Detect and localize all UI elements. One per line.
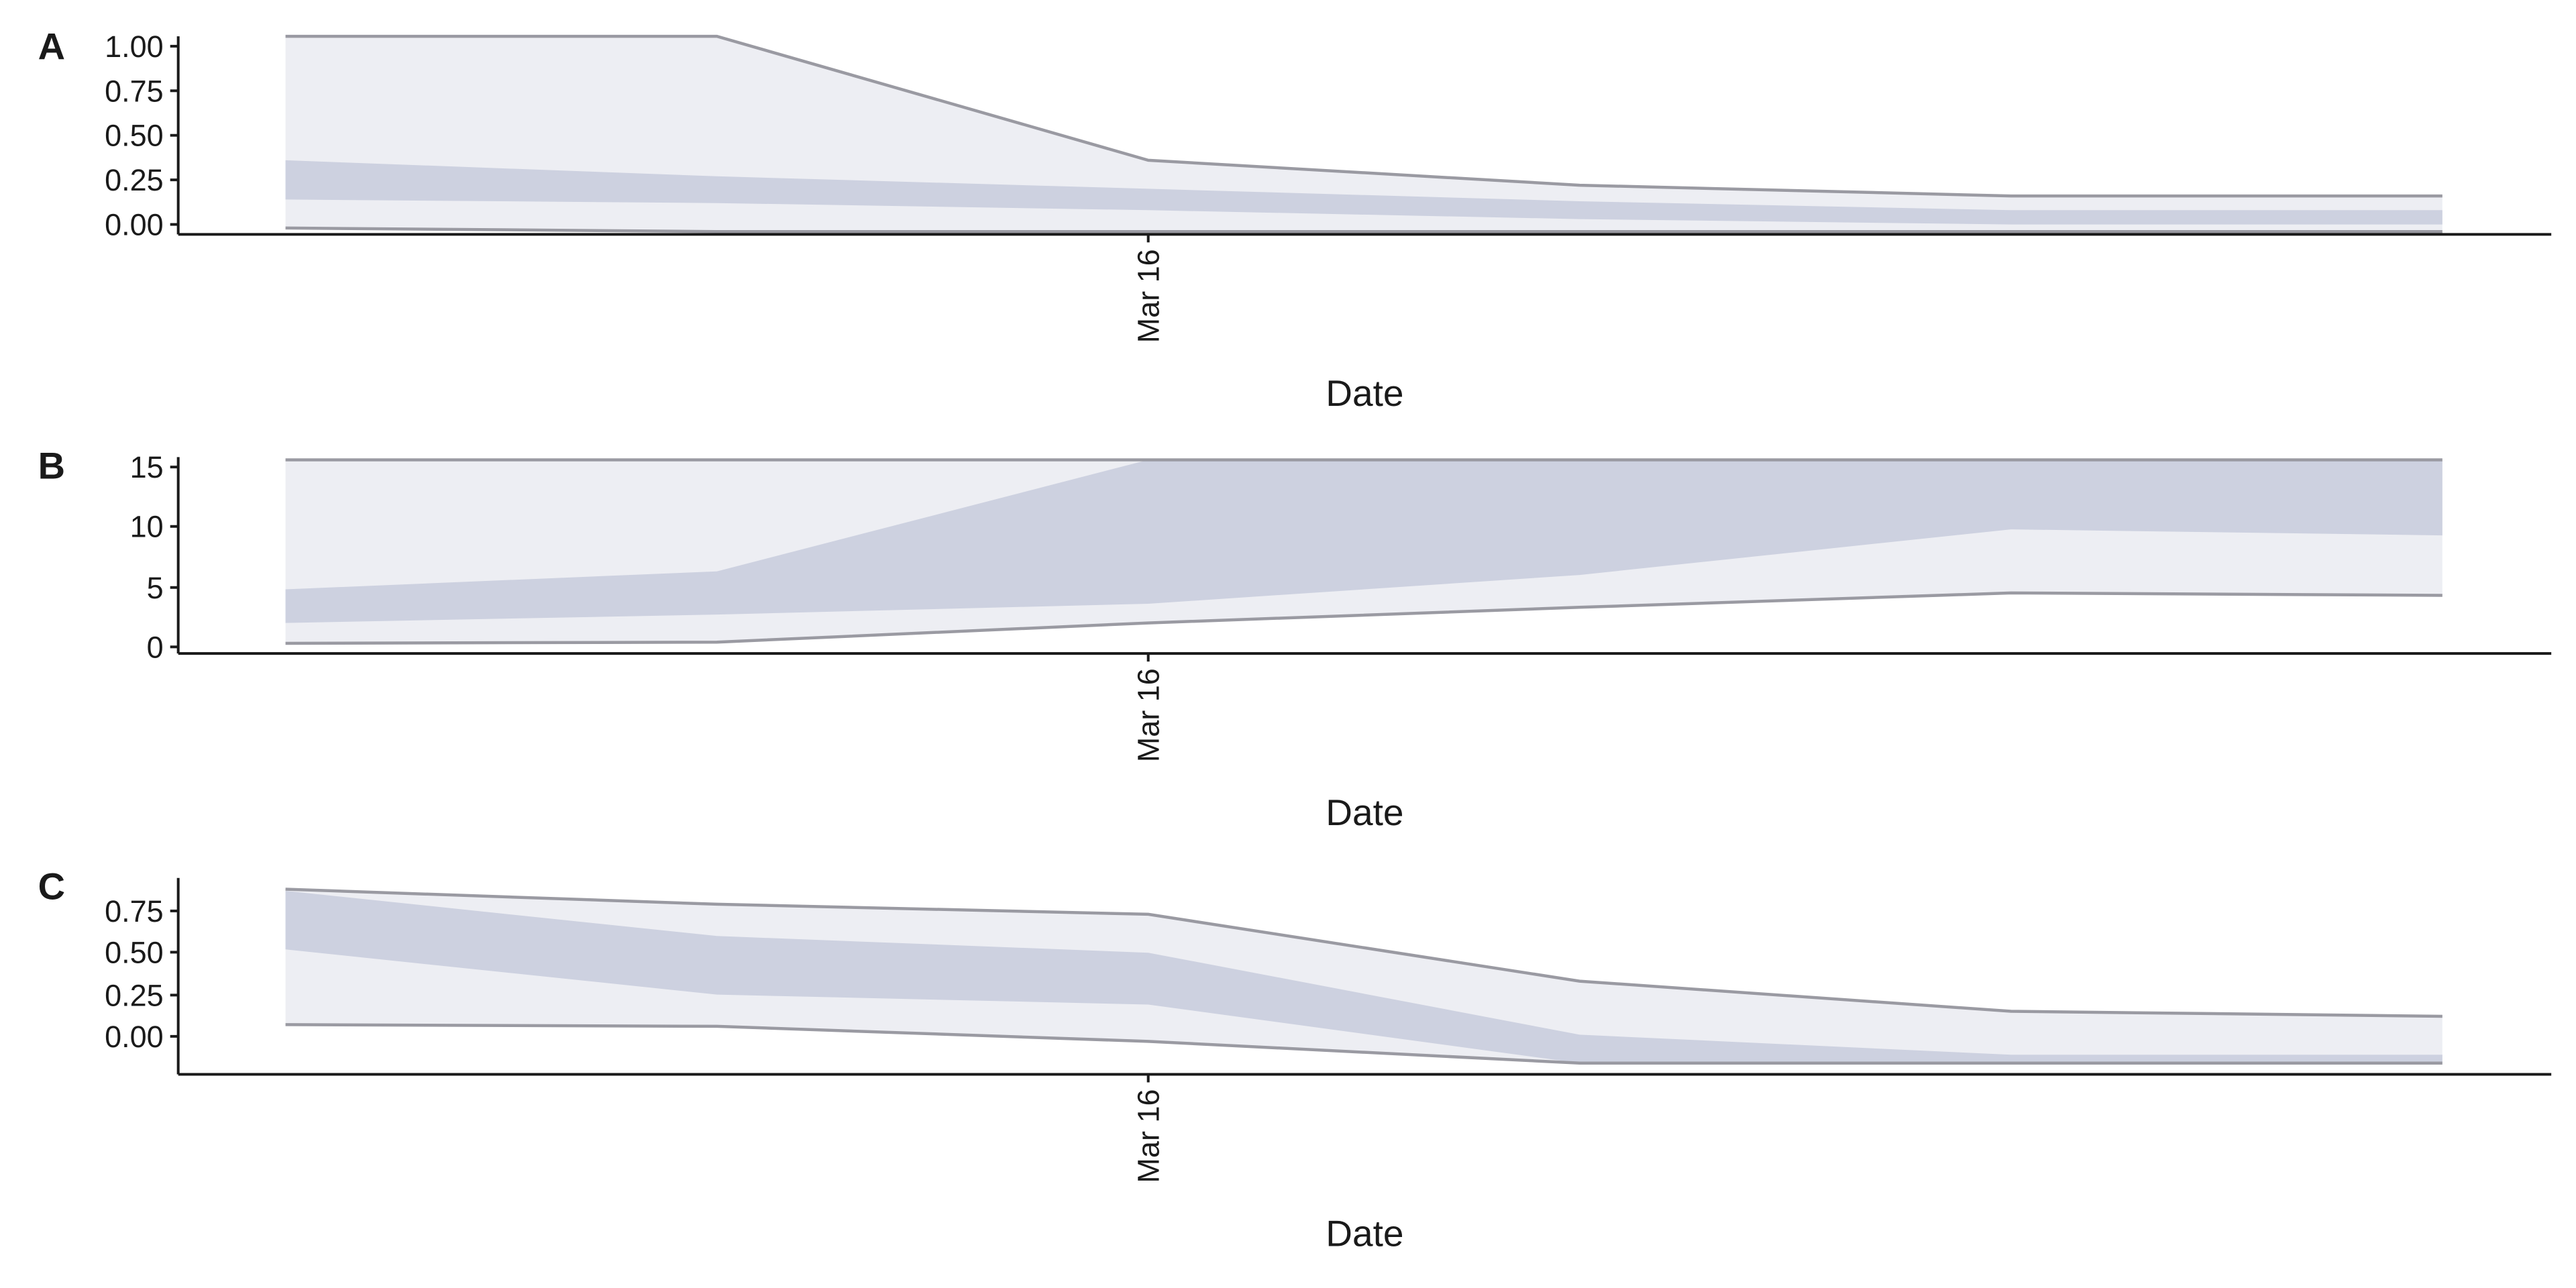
y-tick-label: 0.00 <box>105 1020 164 1054</box>
upper-bound-line <box>285 888 2443 1018</box>
panel-label: A <box>38 25 65 68</box>
lower-bound-line <box>285 226 2443 233</box>
y-tick-label: 15 <box>130 450 164 484</box>
y-tick-label: 0.50 <box>105 119 164 153</box>
y-tick-label: 1.00 <box>105 30 164 64</box>
y-tick-label: 5 <box>147 571 164 605</box>
inner-band <box>285 160 2443 225</box>
upper-bound-line <box>285 34 2443 198</box>
panel-label: C <box>38 865 65 908</box>
x-tick-label: Mar 16 <box>1132 249 1166 343</box>
y-tick-label: 0.25 <box>105 163 164 197</box>
y-tick-label: 0.25 <box>105 978 164 1012</box>
x-tick-label: Mar 16 <box>1132 668 1166 762</box>
y-tick-label: 0.50 <box>105 935 164 969</box>
panel-c: 0.00 0.25 0.50 0.75 Mar 16 Date C <box>38 865 2552 1254</box>
y-tick-label: 10 <box>130 510 164 544</box>
x-tick-label: Mar 16 <box>1132 1089 1166 1183</box>
x-axis-title: Date <box>1326 792 1403 833</box>
y-tick-label: 0.75 <box>105 74 164 108</box>
lower-bound-line <box>285 591 2443 645</box>
y-tick-label: 0 <box>147 630 164 664</box>
inner-band <box>285 891 2443 1063</box>
inner-band <box>285 460 2443 623</box>
x-axis-title: Date <box>1326 1212 1403 1254</box>
y-tick-label: 0.00 <box>105 208 164 242</box>
panel-b: 0 5 10 15 Mar 16 Date B <box>38 444 2552 833</box>
y-tick-label: 0.75 <box>105 894 164 928</box>
panel-a: 0.00 0.25 0.50 0.75 1.00 Mar 16 Date A <box>38 25 2552 414</box>
lower-bound-line <box>285 1023 2443 1065</box>
x-axis-title: Date <box>1326 372 1403 414</box>
panel-label: B <box>38 444 65 486</box>
outer-band <box>285 889 2443 1063</box>
